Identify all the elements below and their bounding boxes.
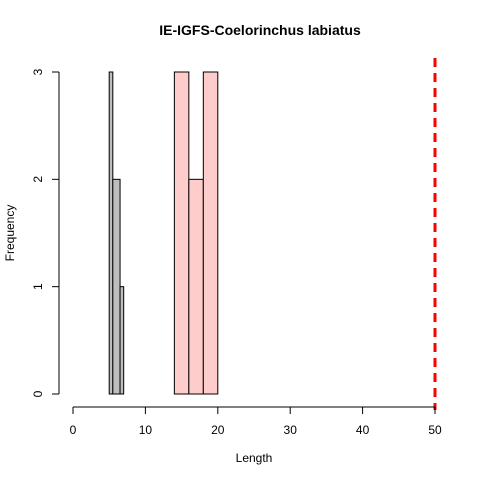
bars-group (108, 71, 219, 395)
x-tick-label: 40 (356, 423, 370, 437)
histogram-bar-series1-3 (119, 286, 125, 395)
x-tick-label: 50 (428, 423, 442, 437)
histogram-bar-series2-3 (202, 71, 219, 395)
chart-title: IE-IGFS-Coelorinchus labiatus (159, 22, 361, 38)
x-tick-label: 0 (70, 423, 77, 437)
y-axis: 0 1 2 3 (31, 68, 60, 397)
x-tick-label: 10 (139, 423, 153, 437)
histogram-bar-series1-2 (112, 178, 121, 395)
y-axis-label: Frequency (3, 205, 17, 262)
y-tick-label: 3 (31, 68, 45, 75)
histogram-bar-series2-1 (173, 71, 190, 395)
y-tick-label: 0 (31, 390, 45, 397)
x-tick-label: 20 (211, 423, 225, 437)
x-axis: 0 10 20 30 40 50 (70, 406, 442, 437)
y-tick-label: 2 (31, 176, 45, 183)
x-tick-label: 30 (284, 423, 298, 437)
histogram-bar-series1-1 (108, 71, 114, 395)
histogram-bar-series2-2 (188, 178, 204, 395)
x-axis-label: Length (236, 451, 273, 465)
y-tick-label: 1 (31, 283, 45, 290)
